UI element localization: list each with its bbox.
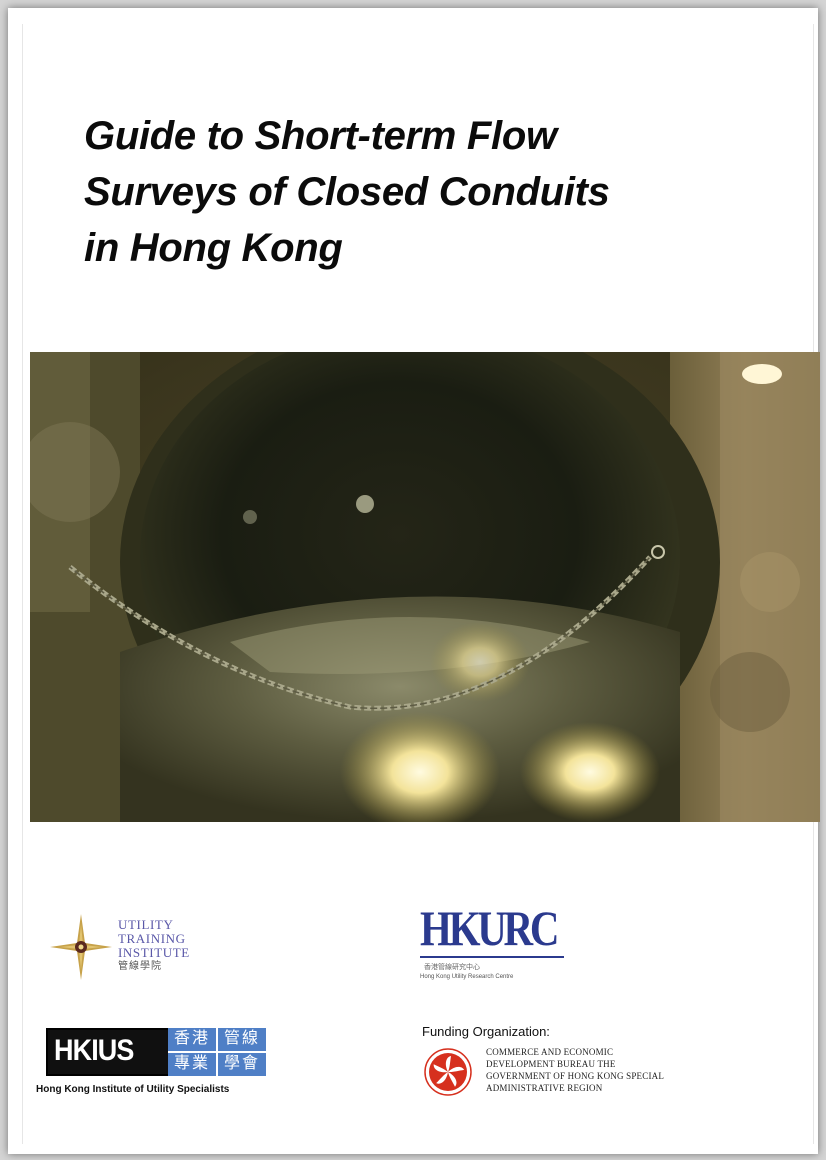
hkius-english-name: Hong Kong Institute of Utility Specialis… <box>36 1084 230 1095</box>
uti-line: INSTITUTE <box>118 945 190 960</box>
hkius-chinese-cell: 管線 <box>218 1028 266 1051</box>
hkius-chinese-cell: 香港 <box>168 1028 216 1051</box>
funding-organization-name: COMMERCE AND ECONOMIC DEVELOPMENT BUREAU… <box>486 1046 664 1094</box>
hkius-wordmark-box: HKIUS <box>46 1028 174 1076</box>
uti-wordmark: UTILITY TRAINING INSTITUTE 管線學院 <box>118 918 190 974</box>
funding-line: COMMERCE AND ECONOMIC <box>486 1047 614 1057</box>
hkius-wordmark: HKIUS <box>54 1034 134 1067</box>
hkurc-underline <box>420 956 564 958</box>
uti-line: TRAINING <box>118 931 186 946</box>
hkius-logo: HKIUS 香港 管線 專業 學會 Hong Kong Institute of… <box>36 1022 296 1112</box>
hkurc-chinese-name: 香港管線研究中心 <box>424 964 480 971</box>
title-line: Surveys of Closed Conduits <box>84 170 610 214</box>
conduit-photo <box>30 352 820 822</box>
hkius-chinese-grid: 香港 管線 專業 學會 <box>168 1028 266 1076</box>
hkurc-english-name: Hong Kong Utility Research Centre <box>420 974 514 980</box>
funding-organization: Funding Organization: COMMERCE AND ECONO… <box>422 1024 782 1114</box>
uti-chinese-name: 管線學院 <box>118 961 162 972</box>
funding-label: Funding Organization: <box>422 1024 550 1039</box>
funding-line: GOVERNMENT OF HONG KONG SPECIAL <box>486 1071 665 1081</box>
hkurc-logo: HKURC 香港管線研究中心 Hong Kong Utility Researc… <box>420 902 590 1002</box>
cover-title: Guide to Short-term Flow Surveys of Clos… <box>84 108 764 276</box>
uti-line: UTILITY <box>118 917 174 932</box>
compass-star-icon <box>48 912 114 982</box>
title-line: in Hong Kong <box>84 226 343 270</box>
utility-training-institute-logo: UTILITY TRAINING INSTITUTE 管線學院 <box>48 912 228 992</box>
bauhinia-emblem-icon <box>424 1048 472 1096</box>
hkurc-wordmark: HKURC <box>420 900 559 956</box>
funding-line: DEVELOPMENT BUREAU THE <box>486 1059 616 1069</box>
title-line: Guide to Short-term Flow <box>84 114 557 158</box>
funding-line: ADMINISTRATIVE REGION <box>486 1083 603 1093</box>
hkius-chinese-cell: 專業 <box>168 1053 216 1076</box>
hkius-chinese-cell: 學會 <box>218 1053 266 1076</box>
